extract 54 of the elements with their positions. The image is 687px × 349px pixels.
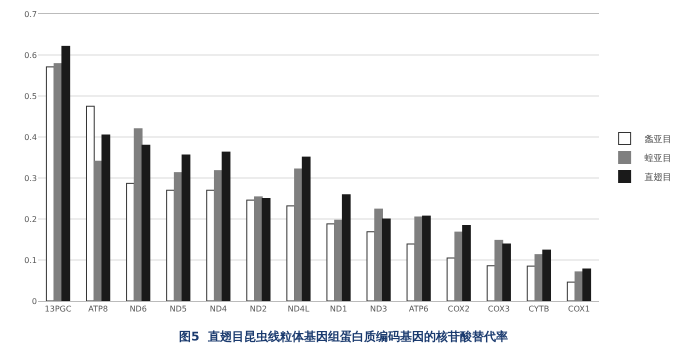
y-tick-label: 0.3 — [24, 174, 37, 183]
x-tick-label: ATP8 — [88, 304, 108, 314]
bar — [382, 218, 391, 301]
x-tick-label: ND6 — [130, 304, 147, 314]
bar — [302, 156, 311, 301]
bar — [446, 257, 456, 301]
bar — [101, 134, 110, 301]
x-tick-label: ND1 — [330, 304, 348, 314]
x-tick-label: COX1 — [568, 304, 590, 314]
bar — [294, 168, 303, 301]
x-tick-label: ND3 — [370, 304, 388, 314]
bar — [142, 144, 150, 301]
y-tick-label: 0.7 — [24, 10, 37, 19]
x-tick-label: ND5 — [170, 304, 187, 314]
bar — [582, 268, 592, 301]
y-tick-label: 0.6 — [24, 50, 37, 60]
bar — [262, 198, 271, 301]
text: 图5 直翅目昆虫线粒体基因组蛋白质编码基因的核苷酸替代率 — [179, 329, 508, 344]
x-tick-label: COX2 — [448, 304, 470, 314]
y-tick-label: 0.4 — [24, 132, 37, 142]
bar — [54, 63, 62, 301]
bar — [486, 265, 496, 301]
x-tick-label: ND4L — [288, 304, 310, 314]
bar — [222, 152, 230, 301]
bar — [462, 225, 471, 301]
x-tick-label: ATP6 — [408, 304, 429, 314]
bar — [406, 244, 416, 301]
legend-label: 直翅目 — [644, 172, 672, 184]
y-tick-label: 0.2 — [24, 214, 37, 224]
x-tick-label: COX3 — [488, 304, 510, 314]
y-tick-label: 0.1 — [24, 256, 37, 265]
y-tick-label: 0.5 — [24, 92, 37, 101]
legend-label: 螽亚目 — [644, 134, 672, 146]
bar — [334, 220, 343, 301]
bar — [542, 250, 552, 301]
legend-label: 蝗亚目 — [644, 153, 672, 164]
bar — [342, 194, 351, 301]
bar — [254, 196, 263, 301]
bar — [206, 190, 215, 301]
bar — [126, 182, 135, 301]
bar — [534, 254, 544, 301]
bar — [182, 154, 190, 301]
bar — [94, 160, 102, 301]
bar — [574, 271, 584, 301]
x-tick-label: ND2 — [250, 304, 268, 314]
bar — [61, 46, 70, 301]
x-tick-label: ND4 — [210, 304, 227, 314]
y-tick-label: 0 — [32, 296, 37, 306]
bar — [166, 190, 175, 301]
bar — [374, 208, 383, 301]
x-tick-label: 13PGC — [44, 304, 72, 314]
x-tick-label: CYTB — [528, 304, 550, 314]
bar — [502, 244, 511, 301]
bar — [422, 216, 431, 301]
